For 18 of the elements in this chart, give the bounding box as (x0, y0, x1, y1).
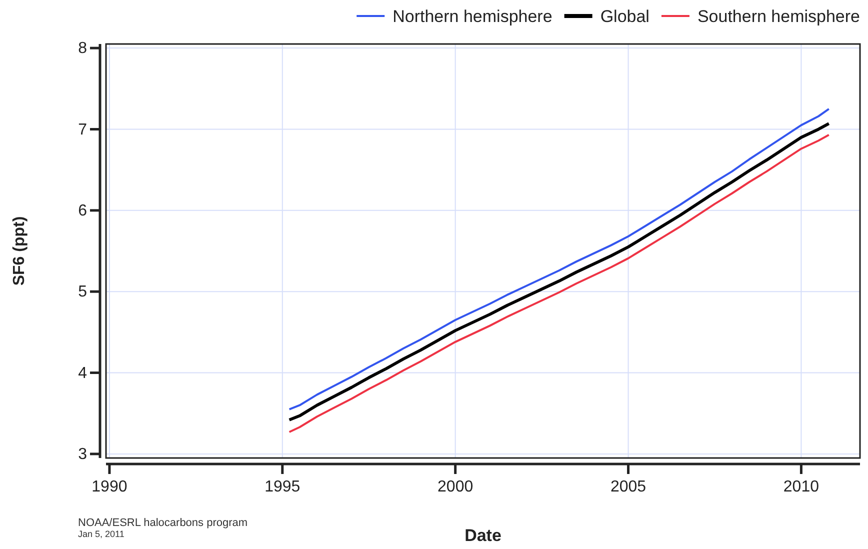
x-tick-label: 2000 (438, 478, 474, 496)
x-tick-label: 1990 (92, 478, 128, 496)
y-tick-label: 7 (78, 121, 88, 138)
y-axis-title: SF6 (ppt) (11, 216, 28, 286)
y-tick-label: 8 (78, 40, 88, 58)
y-tick-label: 4 (78, 364, 88, 382)
legend-label: Global (600, 7, 650, 26)
y-tick-label: 6 (78, 202, 88, 220)
x-tick-label: 2005 (610, 478, 646, 496)
text: NOAA/ESRL halocarbons program (78, 517, 248, 529)
legend-label: Southern hemisphere (697, 7, 860, 26)
text: Jan 5, 2011 (78, 529, 124, 539)
y-tick-label: 3 (78, 446, 88, 464)
x-axis-title: Date (464, 526, 502, 545)
x-tick-label: 2010 (783, 478, 820, 496)
y-tick-label: 5 (78, 284, 88, 301)
legend-label: Northern hemisphere (392, 7, 552, 26)
x-tick-label: 1995 (264, 478, 300, 496)
